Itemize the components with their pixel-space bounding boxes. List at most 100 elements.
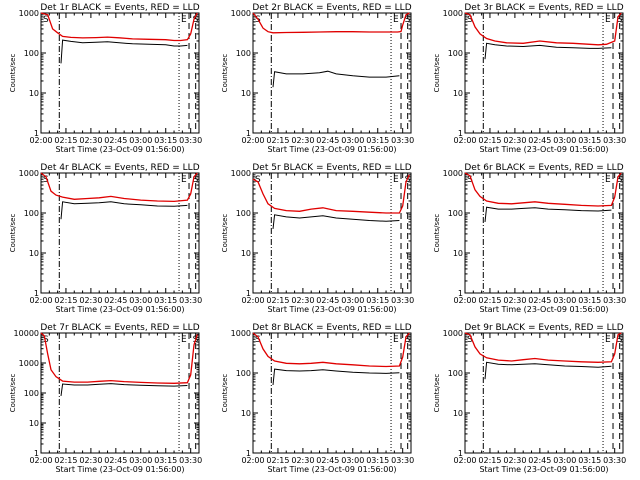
x-tick-label: 02:45 — [528, 136, 551, 145]
chart-panel-5: Det 5r BLACK = Events, RED = LLD 1 10 100 10… — [221, 163, 414, 314]
x-axis-label: Start Time (23-Oct-09 01:56:00) — [479, 465, 608, 474]
x-tick-label: 02:30 — [503, 296, 526, 305]
x-tick-label: 02:15 — [54, 456, 77, 465]
y-tick-label: 1 — [246, 449, 251, 458]
series-line-lld — [252, 12, 410, 34]
plot-frame — [40, 332, 200, 454]
y-tick-label: 1 — [34, 129, 39, 138]
corner-label-start: S — [43, 15, 49, 25]
y-tick-label: 100 — [448, 209, 463, 218]
y-tick-label: 10000 — [14, 329, 39, 338]
x-tick-label: 02:30 — [79, 296, 102, 305]
y-tick-label: 1000 — [19, 169, 39, 178]
chart-title: Det 9r BLACK = Events, RED = LLD — [464, 323, 623, 333]
y-tick-label: 1000 — [231, 329, 251, 338]
x-tick-label: 03:00 — [341, 296, 364, 305]
chart-panel-9: Det 9r BLACK = Events, RED = LLD 1 10 100 10… — [433, 323, 626, 474]
x-tick-label: 03:15 — [154, 296, 177, 305]
corner-label-end: E — [605, 335, 611, 345]
x-tick-label: 02:00 — [29, 456, 52, 465]
corner-label-start: S — [467, 175, 473, 185]
y-axis-label: Counts/sec — [433, 374, 441, 413]
x-tick-label: 03:15 — [154, 136, 177, 145]
chart-title: Det 5r BLACK = Events, RED = LLD — [252, 163, 411, 173]
corner-label-end: E — [393, 15, 399, 25]
x-tick-label: 03:30 — [179, 136, 202, 145]
corner-label-restart: S — [405, 15, 411, 25]
chart-panel-1: Det 1r BLACK = Events, RED = LLD 1 10 100 10… — [9, 3, 202, 154]
x-tick-label: 02:45 — [316, 296, 339, 305]
plot-frame — [40, 12, 200, 134]
x-tick-label: 02:15 — [478, 456, 501, 465]
x-tick-label: 02:45 — [528, 456, 551, 465]
x-axis-label: Start Time (23-Oct-09 01:56:00) — [55, 465, 184, 474]
series-line-events — [60, 39, 188, 64]
x-tick-label: 03:30 — [603, 136, 626, 145]
x-tick-label: 02:15 — [266, 136, 289, 145]
x-tick-label: 02:30 — [291, 136, 314, 145]
corner-label-end: E — [393, 335, 399, 345]
x-tick-label: 03:00 — [341, 136, 364, 145]
chart-title: Det 8r BLACK = Events, RED = LLD — [252, 323, 411, 333]
x-tick-label: 02:00 — [453, 296, 476, 305]
corner-label-start: S — [43, 175, 49, 185]
y-tick-label: 100 — [448, 369, 463, 378]
y-tick-label: 1 — [458, 289, 463, 298]
plot-frame — [252, 332, 412, 454]
corner-label-start: S — [43, 335, 49, 345]
chart-title: Det 2r BLACK = Events, RED = LLD — [252, 3, 411, 13]
x-tick-label: 02:45 — [104, 296, 127, 305]
corner-label-end: E — [181, 15, 187, 25]
x-tick-label: 02:45 — [104, 456, 127, 465]
series-line-lld — [40, 332, 198, 384]
x-tick-label: 03:15 — [578, 296, 601, 305]
x-tick-label: 02:00 — [241, 296, 264, 305]
y-axis-label: Counts/sec — [9, 214, 17, 253]
corner-label-restart: S — [193, 175, 199, 185]
corner-label-end: E — [181, 335, 187, 345]
y-tick-label: 1 — [34, 449, 39, 458]
y-tick-label: 10 — [241, 89, 251, 98]
x-tick-label: 03:30 — [603, 456, 626, 465]
x-tick-label: 03:30 — [391, 296, 414, 305]
x-tick-label: 03:30 — [603, 296, 626, 305]
corner-label-start: S — [255, 175, 261, 185]
y-axis-label: Counts/sec — [221, 54, 229, 93]
chart-title: Det 4r BLACK = Events, RED = LLD — [40, 163, 199, 173]
y-axis-label: Counts/sec — [221, 374, 229, 413]
chart-title: Det 1r BLACK = Events, RED = LLD — [40, 3, 199, 13]
corner-label-end: E — [605, 175, 611, 185]
x-tick-label: 02:30 — [79, 456, 102, 465]
series-line-lld — [464, 12, 622, 46]
x-tick-label: 03:00 — [129, 296, 152, 305]
y-axis-label: Counts/sec — [433, 54, 441, 93]
x-tick-label: 03:00 — [553, 456, 576, 465]
x-tick-label: 02:30 — [79, 136, 102, 145]
x-axis-label: Start Time (23-Oct-09 01:56:00) — [479, 145, 608, 154]
y-tick-label: 1000 — [443, 9, 463, 18]
x-tick-label: 02:30 — [503, 456, 526, 465]
y-tick-label: 10 — [453, 89, 463, 98]
series-line-events — [272, 368, 400, 386]
series-line-events — [60, 383, 188, 396]
y-tick-label: 10 — [29, 419, 39, 428]
corner-label-restart: S — [617, 175, 623, 185]
chart-title: Det 6r BLACK = Events, RED = LLD — [464, 163, 623, 173]
corner-label-end: E — [605, 15, 611, 25]
x-axis-label: Start Time (23-Oct-09 01:56:00) — [479, 305, 608, 314]
plot-frame — [464, 172, 624, 294]
y-tick-label: 100 — [24, 389, 39, 398]
series-line-events — [60, 201, 188, 220]
chart-panel-2: Det 2r BLACK = Events, RED = LLD 1 10 100 10… — [221, 3, 414, 154]
y-tick-label: 1 — [34, 289, 39, 298]
corner-label-restart: S — [405, 335, 411, 345]
x-tick-label: 03:00 — [129, 136, 152, 145]
series-line-lld — [464, 332, 622, 363]
x-tick-label: 02:00 — [453, 456, 476, 465]
x-tick-label: 03:30 — [391, 136, 414, 145]
x-tick-label: 03:00 — [129, 456, 152, 465]
y-tick-label: 1000 — [231, 169, 251, 178]
x-axis-label: Start Time (23-Oct-09 01:56:00) — [55, 145, 184, 154]
y-tick-label: 1 — [458, 449, 463, 458]
